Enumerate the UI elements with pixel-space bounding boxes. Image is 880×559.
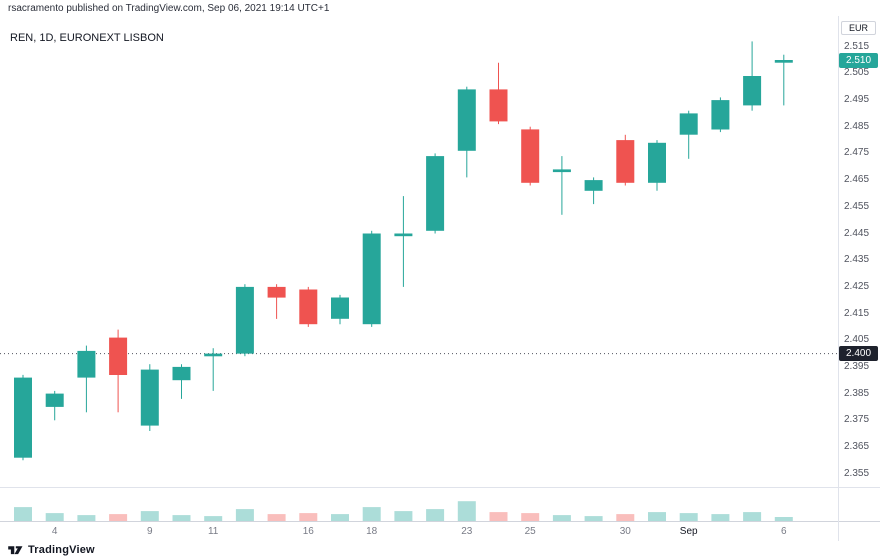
price-axis-tick: 2.495 bbox=[844, 94, 870, 106]
volume-bar bbox=[172, 515, 191, 521]
volume-bar bbox=[394, 511, 413, 521]
price-axis-tick: 2.415 bbox=[844, 307, 870, 319]
volume-bar bbox=[204, 516, 223, 521]
price-axis-tick: 2.505 bbox=[844, 67, 870, 79]
volume-bar bbox=[679, 513, 698, 521]
time-axis-label: 23 bbox=[461, 526, 473, 537]
candle bbox=[140, 364, 159, 431]
candle bbox=[235, 284, 254, 357]
time-axis-label: 9 bbox=[147, 526, 153, 537]
candle bbox=[204, 348, 223, 391]
price-axis-tick: 2.515 bbox=[844, 40, 870, 52]
candle bbox=[172, 364, 191, 399]
volume-bar bbox=[77, 515, 96, 521]
last-price-badge: 2.510 bbox=[839, 52, 878, 68]
volume-bar bbox=[235, 509, 254, 521]
tradingview-wordmark[interactable]: TradingView bbox=[28, 544, 95, 556]
volume-bar bbox=[616, 514, 635, 521]
volume-bar bbox=[109, 514, 128, 521]
price-axis[interactable]: EUR 2.515 2.505 2.495 2.485 2.475 2.465 2.455 2… bbox=[839, 16, 880, 521]
symbol-legend[interactable]: REN, 1D, EURONEXT LISBON bbox=[10, 32, 164, 44]
volume-bar bbox=[489, 512, 508, 521]
volume-bar bbox=[14, 507, 32, 521]
volume-bar bbox=[711, 514, 730, 521]
time-axis-label: 30 bbox=[619, 526, 631, 537]
candle bbox=[331, 294, 349, 325]
time-axis-label: 6 bbox=[781, 526, 787, 537]
time-axis-label: 4 bbox=[51, 526, 58, 537]
price-axis-tick: 2.475 bbox=[844, 147, 870, 159]
price-axis-tick: 2.405 bbox=[844, 334, 870, 346]
candle bbox=[426, 153, 445, 234]
candle bbox=[616, 134, 635, 186]
volume-bar bbox=[552, 515, 571, 521]
price-axis-tick: 2.485 bbox=[844, 120, 870, 132]
time-axis-label: 25 bbox=[524, 526, 536, 537]
price-chart-svg[interactable] bbox=[0, 16, 838, 487]
candle bbox=[489, 62, 508, 125]
volume-bar bbox=[774, 517, 793, 521]
volume-bar bbox=[648, 512, 666, 521]
time-axis-label: 18 bbox=[366, 526, 378, 537]
price-axis-tick: 2.445 bbox=[844, 227, 870, 239]
volume-bar bbox=[140, 511, 159, 521]
candle bbox=[552, 156, 571, 215]
price-axis-tick: 2.435 bbox=[844, 254, 870, 266]
candle bbox=[679, 110, 698, 159]
time-axis-separator bbox=[0, 521, 880, 522]
candle bbox=[774, 54, 793, 106]
volume-pane[interactable] bbox=[0, 487, 838, 521]
volume-bar bbox=[331, 514, 349, 521]
candle bbox=[743, 41, 762, 111]
volume-bar bbox=[45, 513, 64, 521]
volume-bar bbox=[457, 501, 476, 521]
candle bbox=[394, 196, 413, 287]
candle bbox=[521, 126, 540, 186]
currency-unit-box: EUR bbox=[841, 21, 876, 35]
volume-bar bbox=[362, 507, 381, 521]
candle bbox=[77, 345, 96, 413]
price-axis-tick: 2.355 bbox=[844, 467, 870, 479]
candle bbox=[299, 286, 318, 327]
candle bbox=[14, 374, 32, 461]
pane-separator bbox=[0, 487, 880, 488]
candle bbox=[457, 86, 476, 178]
candle bbox=[109, 329, 128, 413]
volume-chart-svg[interactable] bbox=[0, 488, 838, 521]
price-axis-tick: 2.395 bbox=[844, 360, 870, 372]
candle bbox=[45, 390, 64, 421]
tradingview-logo-icon[interactable] bbox=[7, 544, 24, 557]
volume-bar bbox=[521, 513, 540, 521]
candle bbox=[267, 284, 286, 319]
volume-bar bbox=[426, 509, 445, 521]
candle bbox=[584, 177, 603, 205]
volume-bar bbox=[584, 516, 603, 521]
publish-line: rsacramento published on TradingView.com… bbox=[8, 3, 330, 14]
time-axis-label: 16 bbox=[302, 526, 314, 537]
price-axis-tick: 2.375 bbox=[844, 414, 870, 426]
price-axis-tick: 2.455 bbox=[844, 200, 870, 212]
price-axis-tick: 2.365 bbox=[844, 441, 870, 452]
price-pane[interactable]: REN, 1D, EURONEXT LISBON bbox=[0, 16, 838, 487]
time-axis[interactable]: 4 9 11 16 18 23 25 30 Sep 6 bbox=[0, 521, 838, 541]
time-axis-label: Sep bbox=[679, 526, 698, 537]
footer: TradingView bbox=[0, 541, 880, 559]
candle bbox=[711, 97, 730, 133]
volume-bar bbox=[299, 513, 318, 521]
price-axis-separator bbox=[838, 16, 839, 541]
time-axis-label: 11 bbox=[207, 526, 219, 537]
price-axis-tick: 2.425 bbox=[844, 280, 870, 292]
price-axis-tick: 2.385 bbox=[844, 387, 870, 399]
price-line-badge: 2.400 bbox=[839, 346, 878, 362]
price-axis-tick: 2.465 bbox=[844, 174, 870, 186]
volume-bar bbox=[267, 514, 286, 521]
candle bbox=[648, 140, 666, 191]
candle bbox=[362, 230, 381, 327]
volume-bar bbox=[743, 512, 762, 521]
